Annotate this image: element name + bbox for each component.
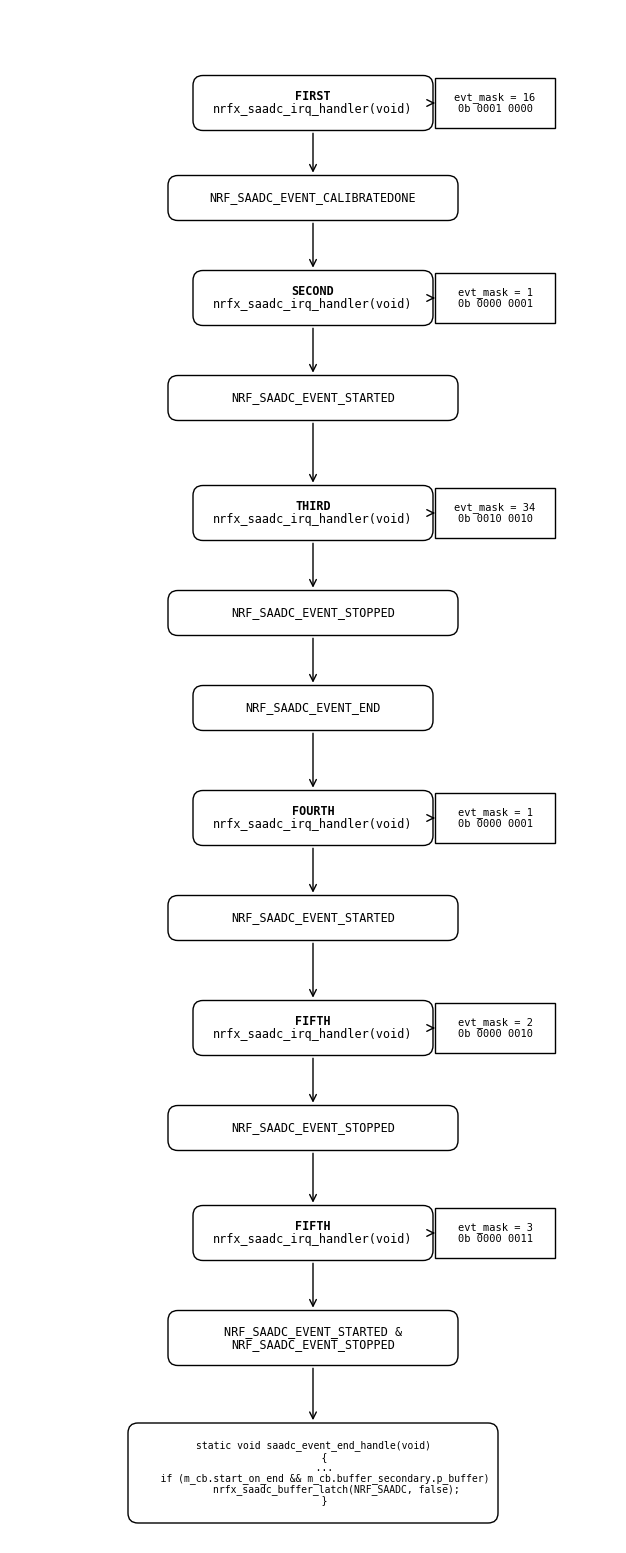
Text: ...: ... — [292, 1463, 334, 1472]
Text: {: { — [299, 1452, 327, 1461]
FancyBboxPatch shape — [128, 1423, 498, 1523]
Text: evt_mask = 1: evt_mask = 1 — [458, 287, 533, 298]
FancyBboxPatch shape — [193, 76, 433, 130]
FancyBboxPatch shape — [168, 896, 458, 941]
Text: FOURTH: FOURTH — [292, 804, 334, 818]
Text: evt_mask = 3: evt_mask = 3 — [458, 1222, 533, 1233]
FancyBboxPatch shape — [193, 270, 433, 326]
FancyBboxPatch shape — [193, 1205, 433, 1261]
Bar — [435, 273, 555, 323]
Text: NRF_SAADC_EVENT_END: NRF_SAADC_EVENT_END — [245, 702, 381, 714]
Text: if (m_cb.start_on_end && m_cb.buffer_secondary.p_buffer): if (m_cb.start_on_end && m_cb.buffer_sec… — [136, 1472, 490, 1483]
Text: nrfx_saadc_irq_handler(void): nrfx_saadc_irq_handler(void) — [213, 818, 413, 831]
Text: NRF_SAADC_EVENT_STARTED: NRF_SAADC_EVENT_STARTED — [231, 391, 395, 404]
FancyBboxPatch shape — [168, 1311, 458, 1365]
Text: NRF_SAADC_EVENT_CALIBRATEDONE: NRF_SAADC_EVENT_CALIBRATEDONE — [210, 191, 416, 205]
Text: NRF_SAADC_EVENT_STOPPED: NRF_SAADC_EVENT_STOPPED — [231, 1121, 395, 1135]
Text: nrfx_saadc_irq_handler(void): nrfx_saadc_irq_handler(void) — [213, 102, 413, 116]
Text: nrfx_saadc_irq_handler(void): nrfx_saadc_irq_handler(void) — [213, 1233, 413, 1246]
Text: nrfx_saadc_irq_handler(void): nrfx_saadc_irq_handler(void) — [213, 512, 413, 526]
Text: FIFTH: FIFTH — [295, 1221, 331, 1233]
Bar — [435, 1208, 555, 1258]
Bar — [435, 78, 555, 127]
Text: }: } — [299, 1496, 327, 1505]
Text: 0b 0000 0001: 0b 0000 0001 — [458, 818, 533, 829]
Text: NRF_SAADC_EVENT_STOPPED: NRF_SAADC_EVENT_STOPPED — [231, 1339, 395, 1351]
Text: 0b 0000 0010: 0b 0000 0010 — [458, 1028, 533, 1039]
FancyBboxPatch shape — [193, 685, 433, 730]
Bar — [435, 794, 555, 843]
FancyBboxPatch shape — [193, 1000, 433, 1056]
Text: static void saadc_event_end_handle(void): static void saadc_event_end_handle(void) — [195, 1441, 431, 1452]
Text: 0b 0000 0001: 0b 0000 0001 — [458, 298, 533, 309]
Text: nrfx_saadc_irq_handler(void): nrfx_saadc_irq_handler(void) — [213, 298, 413, 311]
Text: evt_mask = 1: evt_mask = 1 — [458, 806, 533, 817]
FancyBboxPatch shape — [168, 590, 458, 635]
FancyBboxPatch shape — [168, 1106, 458, 1151]
Text: evt_mask = 34: evt_mask = 34 — [454, 502, 536, 512]
Text: 0b 0000 0011: 0b 0000 0011 — [458, 1233, 533, 1244]
Text: NRF_SAADC_EVENT_STARTED &: NRF_SAADC_EVENT_STARTED & — [224, 1325, 402, 1339]
Text: FIFTH: FIFTH — [295, 1016, 331, 1028]
Text: 0b 0010 0010: 0b 0010 0010 — [458, 514, 533, 523]
Text: THIRD: THIRD — [295, 500, 331, 512]
Text: nrfx_saadc_buffer_latch(NRF_SAADC, false);: nrfx_saadc_buffer_latch(NRF_SAADC, false… — [166, 1483, 460, 1494]
Text: nrfx_saadc_irq_handler(void): nrfx_saadc_irq_handler(void) — [213, 1028, 413, 1041]
Bar — [435, 488, 555, 537]
Text: evt_mask = 2: evt_mask = 2 — [458, 1017, 533, 1028]
Text: 0b 0001 0000: 0b 0001 0000 — [458, 104, 533, 113]
Text: evt_mask = 16: evt_mask = 16 — [454, 92, 536, 102]
Text: NRF_SAADC_EVENT_STOPPED: NRF_SAADC_EVENT_STOPPED — [231, 607, 395, 620]
Text: SECOND: SECOND — [292, 284, 334, 298]
Text: FIRST: FIRST — [295, 90, 331, 102]
FancyBboxPatch shape — [193, 790, 433, 845]
Bar — [435, 1003, 555, 1053]
FancyBboxPatch shape — [168, 376, 458, 421]
Text: NRF_SAADC_EVENT_STARTED: NRF_SAADC_EVENT_STARTED — [231, 912, 395, 924]
FancyBboxPatch shape — [193, 486, 433, 540]
FancyBboxPatch shape — [168, 175, 458, 221]
